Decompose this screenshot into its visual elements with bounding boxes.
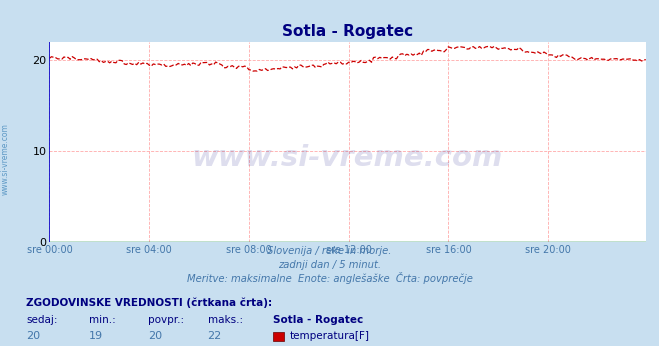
Text: 20: 20 [26,331,40,342]
Text: www.si-vreme.com: www.si-vreme.com [1,123,10,195]
Text: Slovenija / reke in morje.: Slovenija / reke in morje. [268,246,391,256]
Text: 22: 22 [207,331,221,342]
Text: maks.:: maks.: [208,315,243,325]
Text: www.si-vreme.com: www.si-vreme.com [192,144,503,172]
Text: min.:: min.: [89,315,116,325]
Text: zadnji dan / 5 minut.: zadnji dan / 5 minut. [278,260,381,270]
Text: Sotla - Rogatec: Sotla - Rogatec [273,315,364,325]
Text: 19: 19 [88,331,103,342]
Text: temperatura[F]: temperatura[F] [289,331,369,342]
Text: 20: 20 [148,331,162,342]
Title: Sotla - Rogatec: Sotla - Rogatec [282,24,413,39]
Text: sedaj:: sedaj: [26,315,58,325]
Text: Meritve: maksimalne  Enote: anglešaške  Črta: povprečje: Meritve: maksimalne Enote: anglešaške Čr… [186,272,473,284]
Text: povpr.:: povpr.: [148,315,185,325]
Text: ZGODOVINSKE VREDNOSTI (črtkana črta):: ZGODOVINSKE VREDNOSTI (črtkana črta): [26,298,272,308]
